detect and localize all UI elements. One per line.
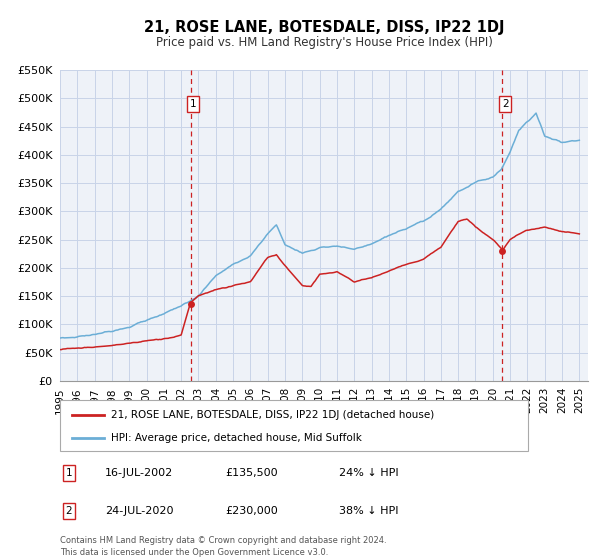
Text: 16-JUL-2002: 16-JUL-2002: [105, 468, 173, 478]
Text: £230,000: £230,000: [225, 506, 278, 516]
Text: 1: 1: [65, 468, 73, 478]
Text: 2: 2: [65, 506, 73, 516]
FancyBboxPatch shape: [60, 400, 528, 451]
Text: 21, ROSE LANE, BOTESDALE, DISS, IP22 1DJ: 21, ROSE LANE, BOTESDALE, DISS, IP22 1DJ: [144, 20, 504, 35]
Text: 2: 2: [502, 99, 508, 109]
Text: 21, ROSE LANE, BOTESDALE, DISS, IP22 1DJ (detached house): 21, ROSE LANE, BOTESDALE, DISS, IP22 1DJ…: [112, 409, 435, 419]
Text: 24-JUL-2020: 24-JUL-2020: [105, 506, 173, 516]
Text: HPI: Average price, detached house, Mid Suffolk: HPI: Average price, detached house, Mid …: [112, 433, 362, 443]
Text: Contains HM Land Registry data © Crown copyright and database right 2024.
This d: Contains HM Land Registry data © Crown c…: [60, 536, 386, 557]
Text: 24% ↓ HPI: 24% ↓ HPI: [339, 468, 398, 478]
Text: 1: 1: [190, 99, 196, 109]
Text: 38% ↓ HPI: 38% ↓ HPI: [339, 506, 398, 516]
Text: Price paid vs. HM Land Registry's House Price Index (HPI): Price paid vs. HM Land Registry's House …: [155, 36, 493, 49]
Point: [186, 300, 196, 309]
Text: £135,500: £135,500: [225, 468, 278, 478]
Point: [497, 246, 507, 255]
